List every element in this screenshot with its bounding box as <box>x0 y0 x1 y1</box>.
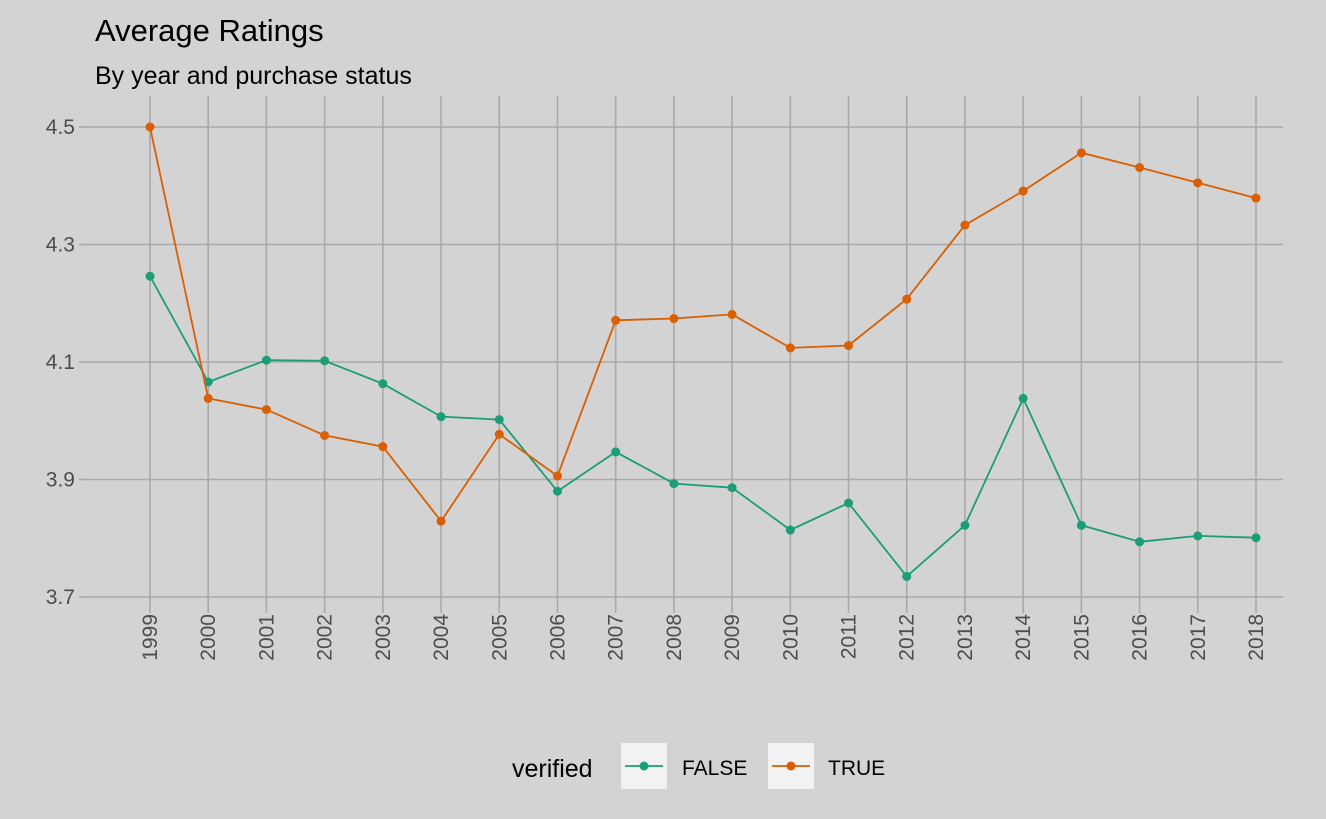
data-point <box>552 486 562 496</box>
x-tick-label: 2018 <box>1245 614 1268 661</box>
y-tick-label: 4.5 <box>46 116 75 139</box>
data-point <box>960 520 970 530</box>
y-tick-label: 4.1 <box>46 351 75 374</box>
x-tick-label: 2014 <box>1012 614 1035 661</box>
x-tick-label: 2015 <box>1070 614 1093 661</box>
data-point <box>727 483 737 493</box>
data-point <box>261 405 271 415</box>
legend-items: FALSE TRUE <box>621 743 885 789</box>
data-point <box>145 271 155 281</box>
data-point <box>902 571 912 581</box>
x-tick-label: 2012 <box>896 614 919 661</box>
data-point <box>1076 148 1086 158</box>
chart-subtitle: By year and purchase status <box>95 62 412 90</box>
legend-label: FALSE <box>682 757 747 780</box>
data-point <box>203 393 213 403</box>
data-point <box>436 516 446 526</box>
data-point <box>611 447 621 457</box>
x-tick-label: 2017 <box>1187 614 1210 661</box>
data-point <box>1193 178 1203 188</box>
x-tick-label: 2000 <box>197 614 220 661</box>
x-tick-label: 1999 <box>139 614 162 661</box>
x-tick-label: 2003 <box>372 614 395 661</box>
x-axis-ticks: 1999 2000 2001 2002 2003 2004 2005 2006 2007 2008… <box>139 607 1268 661</box>
grid-lines <box>85 96 1283 607</box>
data-point <box>378 379 388 389</box>
data-point <box>320 430 330 440</box>
data-point <box>1251 533 1261 543</box>
series-line <box>149 126 1257 523</box>
legend-item-false: FALSE <box>621 743 747 789</box>
data-point <box>669 479 679 489</box>
data-point <box>785 343 795 353</box>
data-point <box>378 442 388 452</box>
data-point <box>1135 537 1145 547</box>
data-point <box>1018 393 1028 403</box>
series-line <box>149 275 1257 578</box>
data-point <box>844 341 854 351</box>
x-tick-label: 2011 <box>838 614 861 659</box>
data-point <box>320 356 330 366</box>
x-tick-label: 2005 <box>488 614 511 661</box>
y-tick-label: 3.9 <box>46 469 75 492</box>
y-tick-label: 3.7 <box>46 586 75 609</box>
data-point <box>1018 186 1028 196</box>
series-true <box>145 122 1261 526</box>
data-point <box>1193 531 1203 541</box>
legend-key-point <box>639 761 649 771</box>
data-point <box>785 525 795 535</box>
legend-item-true: TRUE <box>768 743 885 789</box>
x-tick-label: 2006 <box>546 614 569 661</box>
y-axis-ticks: 3.7 3.9 4.1 4.3 4.5 <box>46 116 85 609</box>
data-point <box>669 314 679 324</box>
data-point <box>494 415 504 425</box>
legend-label: TRUE <box>828 757 885 780</box>
x-tick-label: 2002 <box>314 614 337 661</box>
series-layer <box>145 122 1261 581</box>
data-point <box>902 294 912 304</box>
legend-title: verified <box>512 755 593 783</box>
data-point <box>436 412 446 422</box>
x-tick-label: 2004 <box>430 614 453 661</box>
data-point <box>960 220 970 230</box>
data-point <box>611 315 621 325</box>
data-point <box>494 429 504 439</box>
x-tick-label: 2016 <box>1129 614 1152 661</box>
data-point <box>727 309 737 319</box>
legend-key-point <box>786 761 796 771</box>
x-tick-label: 2013 <box>954 614 977 661</box>
data-point <box>1251 193 1261 203</box>
y-tick-label: 4.3 <box>46 234 75 257</box>
data-point <box>552 471 562 481</box>
data-point <box>844 498 854 508</box>
legend: verified FALSE TRUE <box>512 743 885 789</box>
x-tick-label: 2008 <box>663 614 686 661</box>
series-false <box>145 271 1261 581</box>
data-point <box>1135 163 1145 173</box>
data-point <box>145 122 155 132</box>
data-point <box>261 355 271 365</box>
data-point <box>1076 520 1086 530</box>
x-tick-label: 2001 <box>255 614 278 661</box>
x-tick-label: 2007 <box>605 614 628 661</box>
x-tick-label: 2010 <box>779 614 802 661</box>
x-tick-label: 2009 <box>721 614 744 661</box>
chart-title: Average Ratings <box>95 13 324 48</box>
